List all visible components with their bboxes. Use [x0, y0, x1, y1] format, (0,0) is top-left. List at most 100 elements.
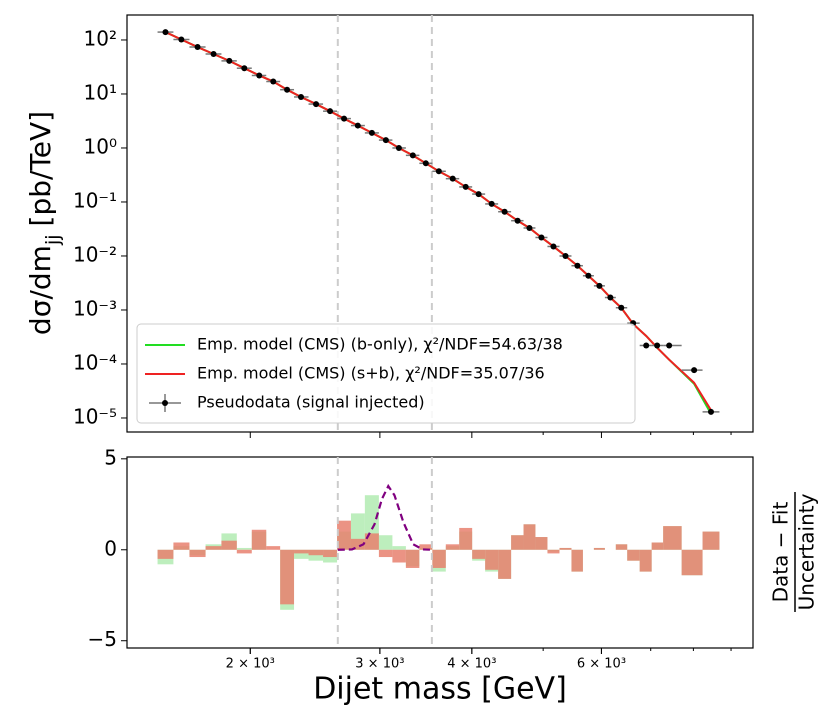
data-point	[298, 93, 305, 100]
data-point	[574, 262, 581, 269]
data-point	[666, 342, 673, 349]
data-point	[422, 160, 429, 167]
residual-bar	[511, 535, 524, 550]
residual-bar	[535, 537, 548, 550]
residual-bar	[173, 542, 190, 550]
residual-bar	[472, 549, 486, 559]
y-tick-label: 10⁻⁴	[73, 350, 117, 374]
data-point	[585, 272, 592, 279]
data-point	[284, 86, 291, 93]
residual-bar	[392, 546, 406, 550]
y-tick-label: 10²	[84, 26, 117, 50]
residual-bar	[294, 549, 309, 554]
data-point	[210, 50, 217, 57]
y-label-main: dσ/dm	[24, 245, 57, 335]
data-point	[562, 252, 569, 259]
data-point	[462, 183, 469, 190]
top-frame	[126, 14, 754, 433]
data-point	[435, 168, 442, 175]
legend-box	[136, 323, 636, 424]
residual-bar	[615, 544, 628, 550]
data-point	[241, 65, 248, 72]
data-point	[270, 78, 277, 85]
data-point	[341, 115, 348, 122]
residual-bar	[571, 549, 583, 572]
y-label-sub: jj	[42, 234, 64, 246]
residual-bar	[280, 549, 295, 605]
data-point	[526, 224, 533, 231]
y-tick-label: 10⁻³	[73, 296, 117, 320]
data-point	[596, 282, 603, 289]
x-tick-label: 3 × 10³	[355, 657, 404, 672]
residual-bar	[559, 547, 572, 550]
residual-bar	[266, 546, 281, 550]
data-point	[550, 243, 557, 250]
data-point	[368, 129, 375, 136]
residual-label-numerator: Data − Fit	[769, 502, 793, 603]
residual-bar	[205, 546, 222, 550]
legend-label: Emp. model (CMS) (s+b), χ²/NDF=35.07/36	[197, 364, 545, 383]
data-point	[643, 342, 650, 349]
data-point	[538, 234, 545, 241]
data-point	[354, 122, 361, 129]
residual-bar	[523, 524, 536, 550]
residual-bar	[405, 549, 420, 568]
residual-bar	[236, 549, 252, 554]
x-tick-label: 4 × 10³	[447, 657, 496, 672]
residual-bar	[459, 527, 473, 550]
y-tick-label: 0	[104, 536, 117, 560]
residual-bar	[498, 549, 512, 579]
data-point	[475, 191, 482, 198]
data-point	[654, 342, 661, 349]
data-point	[395, 144, 402, 151]
residual-label-denominator: Uncertainty	[795, 493, 819, 610]
data-point	[313, 101, 320, 108]
legend-swatch	[162, 400, 168, 406]
data-point	[618, 304, 625, 311]
y-tick-label: 5	[104, 445, 117, 469]
y-label-unit: [pb/TeV]	[24, 111, 57, 227]
y-tick-label: −5	[88, 627, 117, 651]
residual-bar	[702, 531, 720, 550]
residual-bar	[350, 538, 365, 550]
data-point	[194, 44, 201, 51]
signal-shape	[337, 483, 432, 551]
residual-bar	[663, 526, 682, 550]
residual-bar	[432, 549, 446, 568]
residual-bar	[189, 549, 206, 558]
legend-label: Pseudodata (signal injected)	[197, 393, 425, 412]
data-point	[178, 36, 185, 43]
residual-bar	[251, 529, 267, 550]
residual-bar	[378, 535, 393, 550]
residual-bar	[651, 542, 664, 550]
residual-bar	[236, 547, 252, 550]
data-point	[691, 367, 698, 374]
data-point	[707, 408, 714, 415]
data-point	[514, 217, 521, 224]
data-point	[327, 108, 334, 115]
x-tick-label: 2 × 10³	[226, 657, 275, 672]
data-point	[607, 294, 614, 301]
bottom-frame	[126, 456, 754, 649]
data-point	[488, 200, 495, 207]
residual-bar	[419, 544, 433, 550]
legend-label: Emp. model (CMS) (b-only), χ²/NDF=54.63/…	[197, 335, 563, 354]
data-point	[449, 175, 456, 182]
y-tick-label: 10¹	[84, 80, 117, 104]
data-point	[226, 57, 233, 64]
y-tick-label: 10⁻¹	[73, 188, 117, 212]
residual-bar	[627, 549, 640, 561]
y-tick-label: 10⁰	[84, 134, 117, 158]
residual-bar	[485, 549, 499, 570]
residual-bar	[221, 540, 237, 550]
residual-bar	[323, 549, 338, 558]
data-point	[409, 152, 416, 159]
data-point	[256, 72, 263, 79]
residual-bar	[392, 549, 406, 563]
data-point	[382, 137, 389, 144]
data-point	[162, 29, 169, 36]
data-point	[501, 208, 508, 215]
residual-bar	[593, 547, 605, 550]
y-axis-label: dσ/dmjj [pb/TeV]	[24, 111, 64, 335]
